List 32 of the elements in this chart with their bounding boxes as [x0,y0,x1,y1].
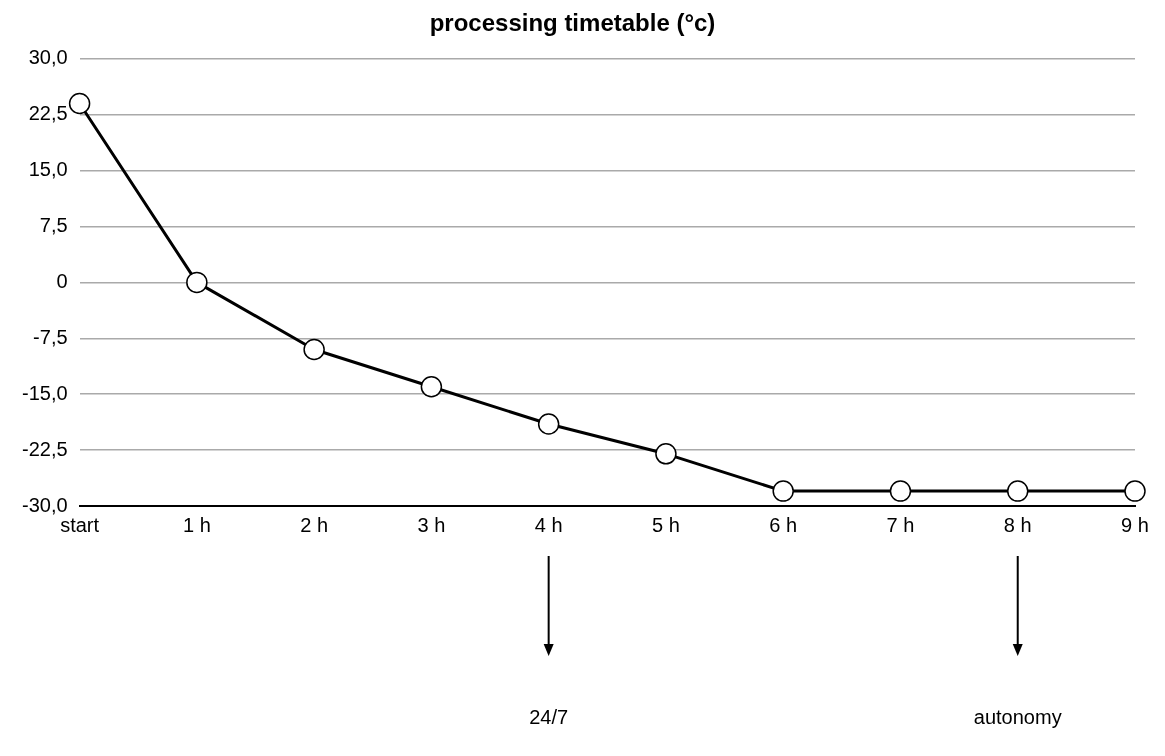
x-tick-label: 9 h [1121,513,1149,536]
y-tick-label: -15,0 [21,381,68,404]
point [655,443,677,465]
x-tick-label: 4 h [534,513,563,536]
point [772,480,794,502]
point [537,413,560,435]
x-tick-label: 7 h [886,513,915,536]
x-tick-label: 1 h [182,513,211,536]
y-tick-label: 0 [56,269,68,292]
point [1006,480,1029,502]
x-tick-label: 5 h [652,513,680,536]
x-tick-label: 2 h [300,513,329,536]
y-tick-label: 7,5 [39,214,68,237]
x-tick-label: 8 h [1003,513,1032,536]
point [420,376,443,398]
point [889,480,912,502]
x-tick-label: start [60,513,100,536]
text: autonomy [973,705,1062,728]
y-tick-label: -22,5 [21,437,68,460]
text: 24/7 [529,705,569,728]
point [1124,480,1146,502]
y-tick-label: 22,5 [28,102,68,125]
y-tick-label: 15,0 [28,158,68,181]
y-tick-label: 30,0 [28,46,68,69]
point [303,338,325,361]
x-tick-label: 6 h [769,513,798,536]
x-tick-label: 3 h [417,513,446,536]
point [186,271,208,294]
y-tick-label: -7,5 [33,325,68,348]
y-tick-label: -30,0 [21,493,68,516]
chart-title: processing timetable (°c) [429,9,716,37]
point [68,92,91,115]
